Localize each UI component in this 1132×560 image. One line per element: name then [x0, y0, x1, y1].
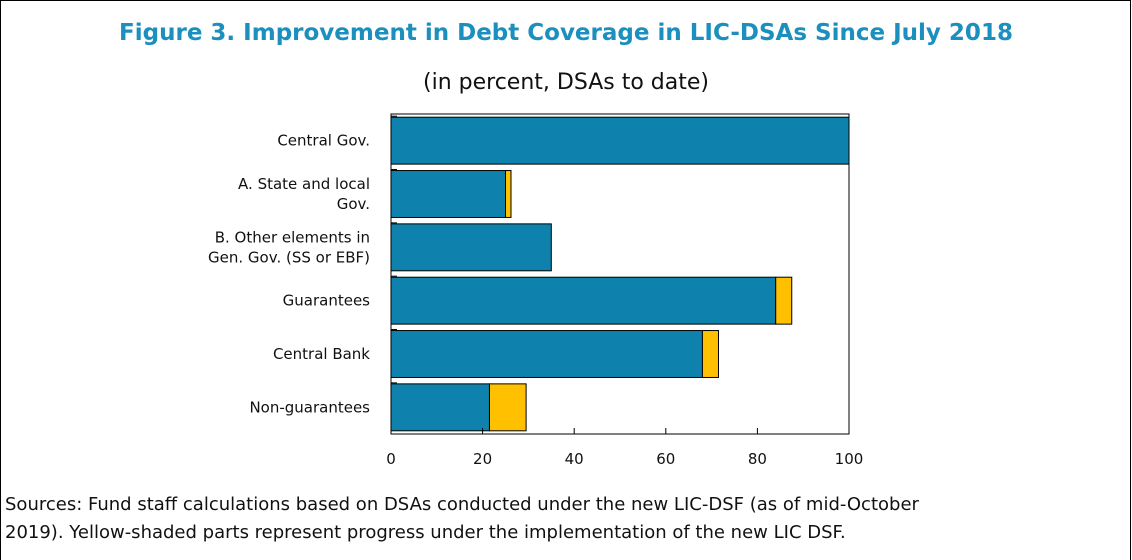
category-label-5: Non-guarantees [249, 398, 370, 416]
category-label-1: A. State and local Gov. [238, 175, 370, 213]
category-label-2: B. Other elements in Gen. Gov. (SS or EBF… [208, 228, 370, 266]
x-tick-label-1: 20 [473, 450, 492, 468]
plot-area-frame [390, 113, 850, 435]
x-tick-label-0: 0 [386, 450, 396, 468]
bar-base-5 [390, 383, 490, 432]
bar-chart: Central Gov. A. State and local Gov. B. Oth… [208, 113, 864, 468]
chart-title: Figure 3. Improvement in Debt Coverage i… [119, 20, 1013, 46]
category-label-3: Guarantees [283, 292, 371, 310]
chart-subtitle: (in percent, DSAs to date) [423, 70, 709, 95]
bar-progress-3 [775, 276, 793, 325]
category-label-0: Central Gov. [277, 132, 370, 150]
x-tick-label-5: 100 [835, 450, 864, 468]
source-note: Sources: Fund staff calculations based o… [5, 491, 1127, 547]
source-note-line-2: 2019). Yellow-shaded parts represent pro… [5, 522, 846, 543]
category-label-4: Central Bank [273, 345, 370, 363]
bar-progress-5 [488, 383, 527, 432]
x-tick-label-3: 60 [656, 450, 675, 468]
bar-base-0 [390, 116, 850, 165]
source-note-line-1: Sources: Fund staff calculations based o… [5, 494, 919, 515]
bar-base-3 [390, 276, 777, 325]
x-tick-label-4: 80 [748, 450, 767, 468]
x-tick-label-2: 40 [565, 450, 584, 468]
bar-base-1 [390, 170, 506, 218]
bar-base-2 [390, 223, 552, 272]
bar-progress-1 [505, 170, 512, 218]
bar-progress-4 [701, 330, 719, 378]
bar-base-4 [390, 330, 703, 378]
